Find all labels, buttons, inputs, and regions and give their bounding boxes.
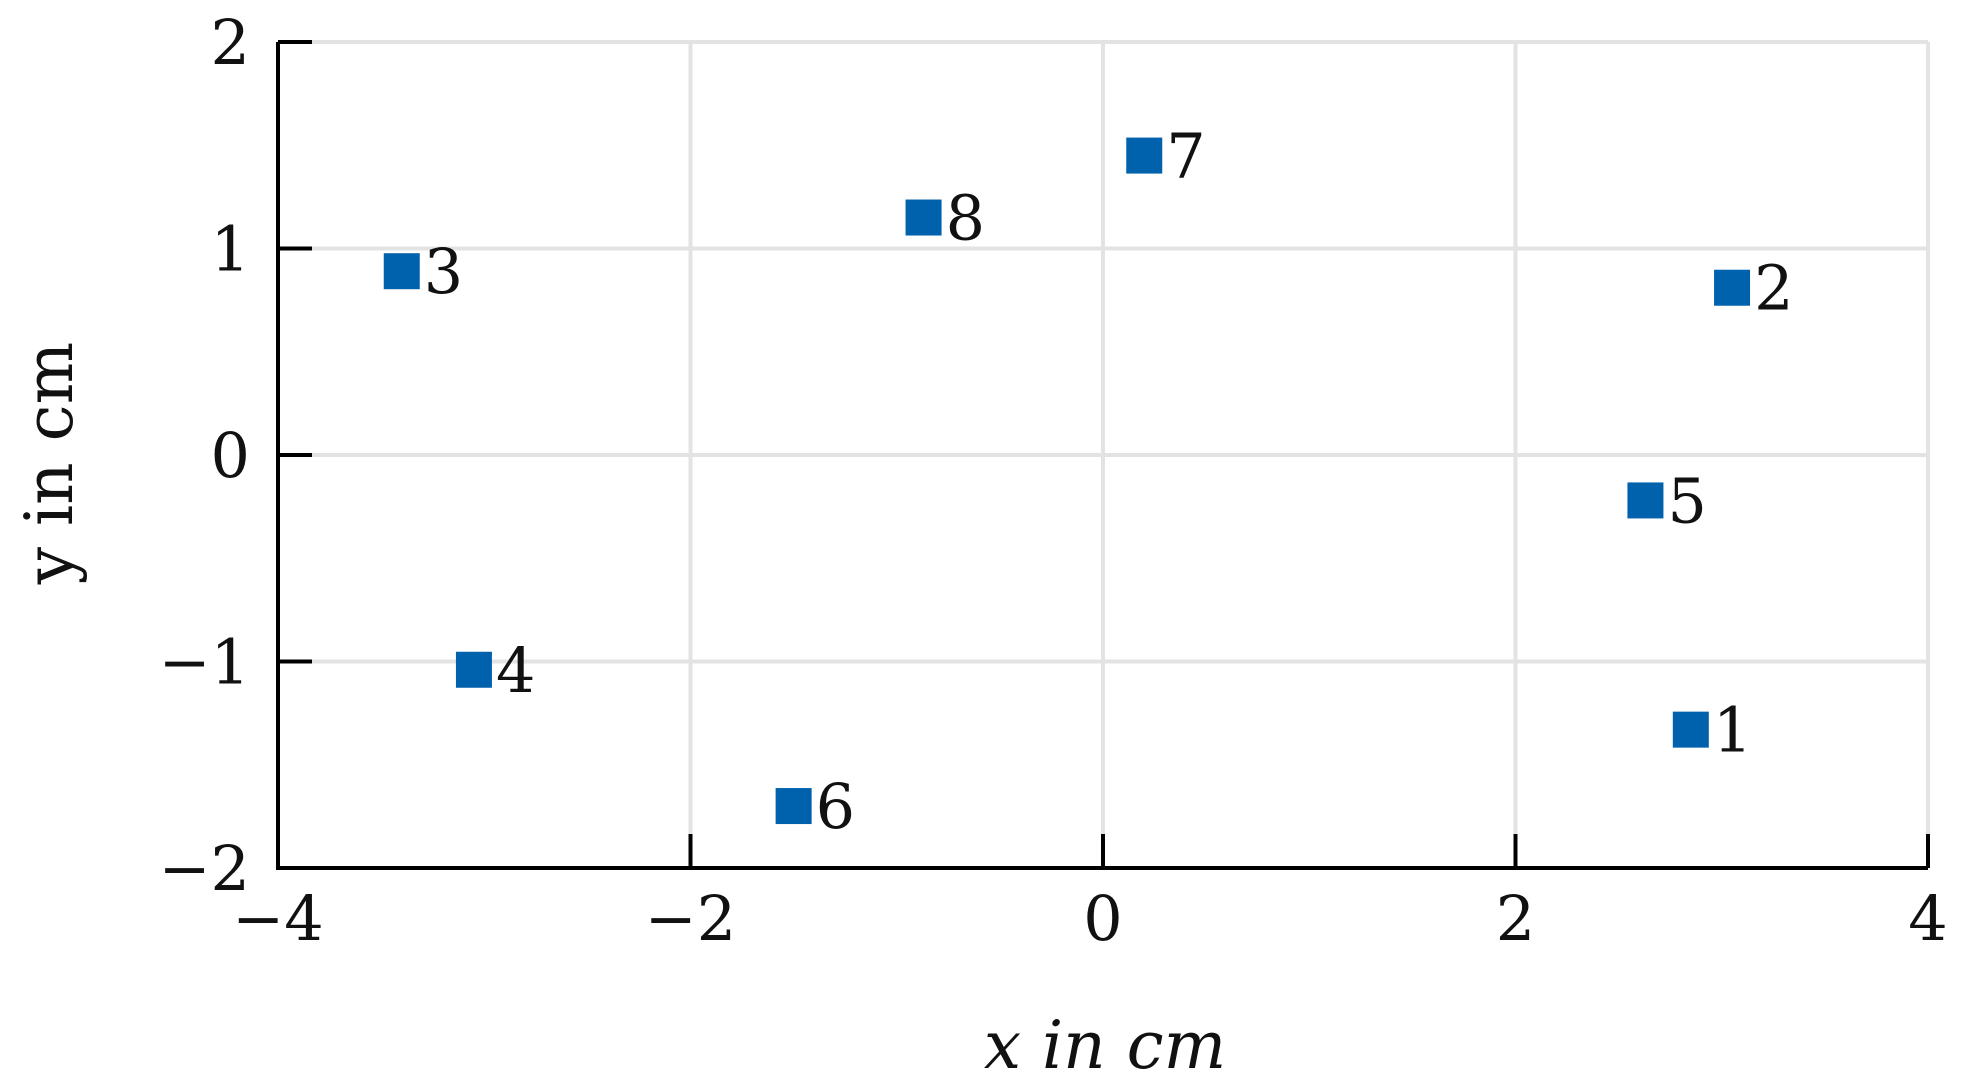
data-point-marker	[1627, 482, 1664, 519]
data-point-marker	[775, 788, 812, 825]
y-tick-label: 2	[211, 6, 250, 79]
x-axis-title: x in cm	[984, 1007, 1226, 1084]
data-point-label: 1	[1713, 694, 1752, 767]
data-point-label: 4	[496, 634, 535, 707]
data-point-marker	[455, 651, 492, 688]
y-tick-label: −1	[159, 626, 250, 699]
y-tick-label: −2	[159, 832, 250, 905]
x-tick-label: −2	[645, 882, 736, 955]
data-point-label: 3	[424, 235, 463, 308]
data-point-label: 5	[1667, 464, 1706, 537]
y-tick-label: 0	[211, 419, 250, 492]
data-point-marker	[1126, 137, 1163, 174]
data-point-label: 8	[946, 182, 985, 255]
data-point-marker	[1714, 269, 1751, 306]
data-point-label: 6	[816, 770, 855, 843]
y-tick-label: 1	[211, 213, 250, 286]
data-point-marker	[383, 253, 420, 290]
x-tick-label: −4	[232, 882, 323, 955]
data-point-label: 7	[1166, 120, 1205, 193]
x-tick-label: 0	[1083, 882, 1122, 955]
x-tick-label: 4	[1908, 882, 1947, 955]
data-point-marker	[1672, 711, 1709, 748]
y-axis-title: y in cm	[11, 342, 88, 585]
data-point-marker	[905, 199, 942, 236]
x-tick-label: 2	[1496, 882, 1535, 955]
data-point-label: 2	[1754, 252, 1793, 325]
data-points: 1 2 3 4 5 6 7 8	[383, 120, 1794, 843]
